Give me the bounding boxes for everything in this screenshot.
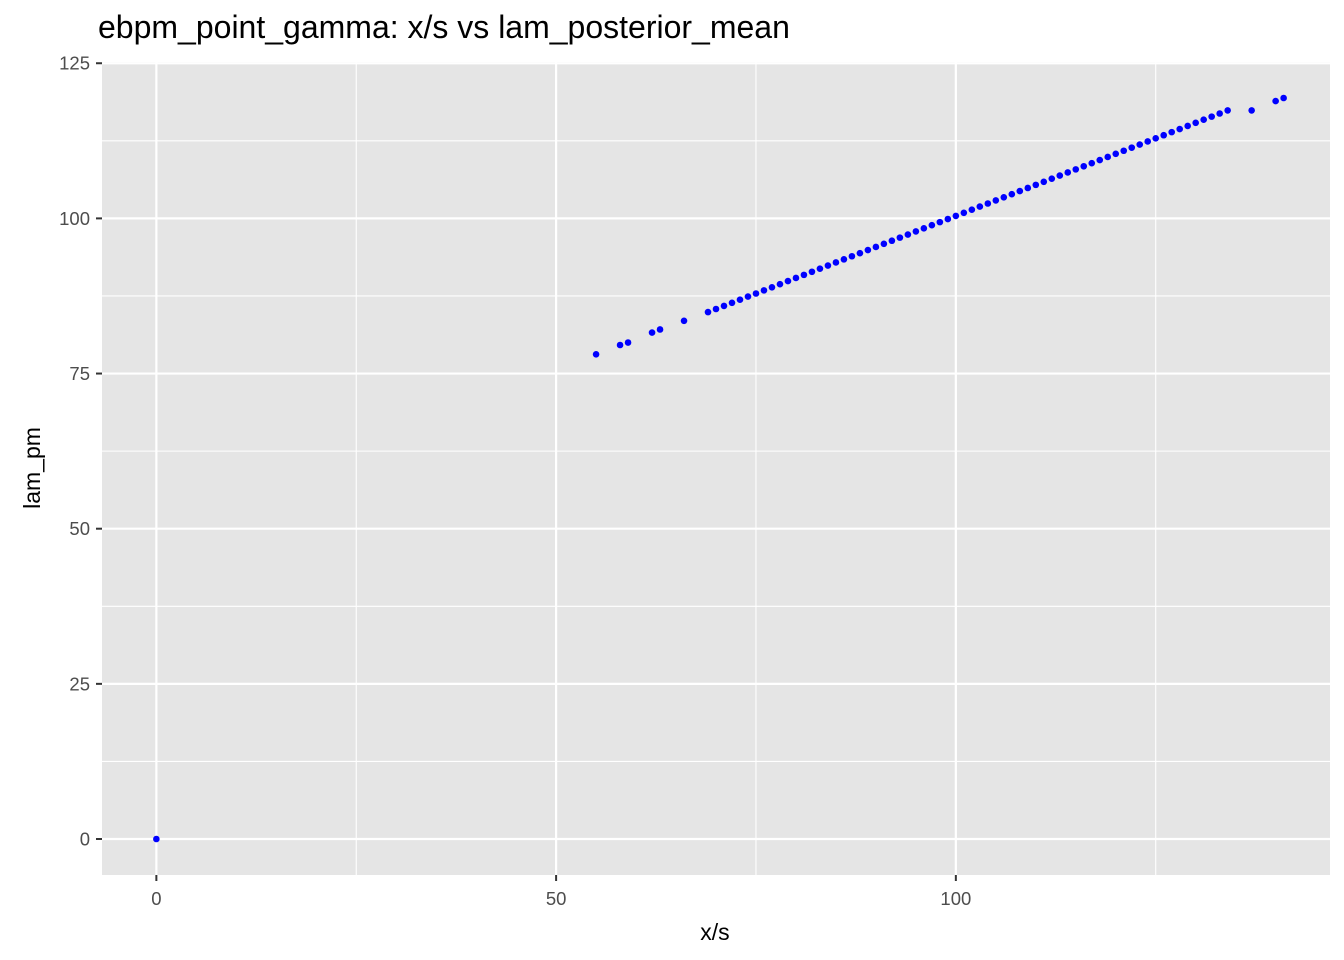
x-axis: 0 50 100 bbox=[151, 875, 971, 909]
data-point bbox=[784, 277, 792, 285]
data-point bbox=[1016, 187, 1024, 195]
data-point bbox=[984, 200, 992, 207]
data-point bbox=[1144, 138, 1152, 145]
data-point bbox=[760, 287, 768, 294]
y-tick-label: 100 bbox=[59, 208, 90, 229]
data-point bbox=[808, 268, 816, 276]
data-point bbox=[1176, 125, 1183, 133]
data-point bbox=[624, 339, 632, 346]
y-axis: 0 25 50 75 100 125 bbox=[59, 53, 102, 850]
data-point bbox=[968, 206, 976, 214]
data-point bbox=[1080, 162, 1088, 170]
data-point bbox=[1040, 178, 1048, 186]
major-gridlines bbox=[102, 62, 1330, 875]
data-points bbox=[153, 94, 1287, 843]
data-point bbox=[880, 240, 888, 248]
y-tick-label: 50 bbox=[69, 518, 90, 539]
y-axis-title: lam_pm bbox=[19, 427, 45, 509]
data-point bbox=[1104, 153, 1112, 161]
data-point bbox=[952, 212, 960, 220]
data-point bbox=[736, 296, 744, 303]
x-tick-label: 100 bbox=[940, 888, 971, 909]
data-point bbox=[832, 259, 840, 266]
data-point bbox=[744, 293, 752, 300]
data-point bbox=[1048, 175, 1056, 182]
data-point bbox=[776, 280, 784, 288]
data-point bbox=[1272, 97, 1279, 105]
data-point bbox=[816, 265, 824, 272]
y-tick-label: 25 bbox=[69, 673, 90, 694]
data-point bbox=[848, 252, 856, 260]
data-point bbox=[1032, 181, 1040, 189]
x-axis-title: x/s bbox=[700, 919, 729, 945]
data-point bbox=[1160, 131, 1168, 139]
data-point bbox=[864, 246, 872, 254]
data-point bbox=[792, 274, 800, 282]
data-point bbox=[800, 271, 808, 279]
data-point bbox=[976, 203, 984, 210]
data-point bbox=[992, 197, 1000, 204]
data-point bbox=[896, 234, 904, 241]
data-point bbox=[928, 221, 936, 229]
data-point bbox=[840, 256, 848, 263]
data-point bbox=[1192, 119, 1199, 127]
chart-title: ebpm_point_gamma: x/s vs lam_posterior_m… bbox=[98, 9, 790, 45]
data-point bbox=[704, 308, 712, 316]
data-point bbox=[680, 317, 688, 325]
data-point bbox=[1000, 193, 1008, 201]
data-point bbox=[1208, 113, 1215, 120]
data-point bbox=[720, 302, 728, 310]
data-point bbox=[712, 305, 720, 313]
data-point bbox=[1024, 184, 1032, 192]
data-point bbox=[904, 231, 912, 238]
data-point bbox=[1224, 107, 1231, 114]
data-point bbox=[944, 215, 952, 223]
y-tick-label: 0 bbox=[80, 829, 90, 850]
data-point bbox=[856, 249, 864, 257]
data-point bbox=[960, 209, 968, 217]
data-point bbox=[1096, 156, 1104, 164]
data-point bbox=[752, 290, 760, 297]
data-point bbox=[648, 329, 656, 336]
minor-gridlines bbox=[102, 62, 1330, 875]
data-point bbox=[1248, 107, 1255, 114]
data-point bbox=[1216, 110, 1223, 117]
x-tick-label: 50 bbox=[546, 888, 567, 909]
data-point bbox=[872, 243, 880, 251]
data-point bbox=[1184, 122, 1191, 130]
data-point bbox=[1136, 141, 1144, 148]
y-tick-label: 75 bbox=[69, 363, 90, 384]
x-tick-label: 0 bbox=[151, 888, 161, 909]
y-tick-label: 125 bbox=[59, 53, 90, 74]
data-point bbox=[656, 326, 664, 333]
data-point bbox=[1072, 166, 1080, 173]
data-point bbox=[912, 228, 920, 235]
data-point bbox=[616, 341, 624, 349]
data-point bbox=[1112, 150, 1120, 158]
data-point bbox=[888, 237, 896, 245]
data-point bbox=[1120, 147, 1128, 155]
data-point bbox=[153, 835, 160, 843]
data-point bbox=[824, 262, 832, 269]
data-point bbox=[1088, 159, 1096, 167]
data-point bbox=[768, 283, 776, 291]
data-point bbox=[1064, 169, 1072, 176]
data-point bbox=[1152, 135, 1160, 142]
data-point bbox=[1280, 94, 1287, 102]
data-point bbox=[1056, 172, 1064, 179]
data-point bbox=[592, 351, 600, 358]
data-point bbox=[1128, 144, 1136, 151]
data-point bbox=[728, 299, 736, 307]
data-point bbox=[936, 218, 944, 226]
data-point bbox=[1008, 190, 1016, 198]
data-point bbox=[1200, 116, 1207, 124]
plot-panel bbox=[102, 62, 1330, 875]
data-point bbox=[1168, 128, 1176, 136]
data-point bbox=[920, 225, 928, 232]
